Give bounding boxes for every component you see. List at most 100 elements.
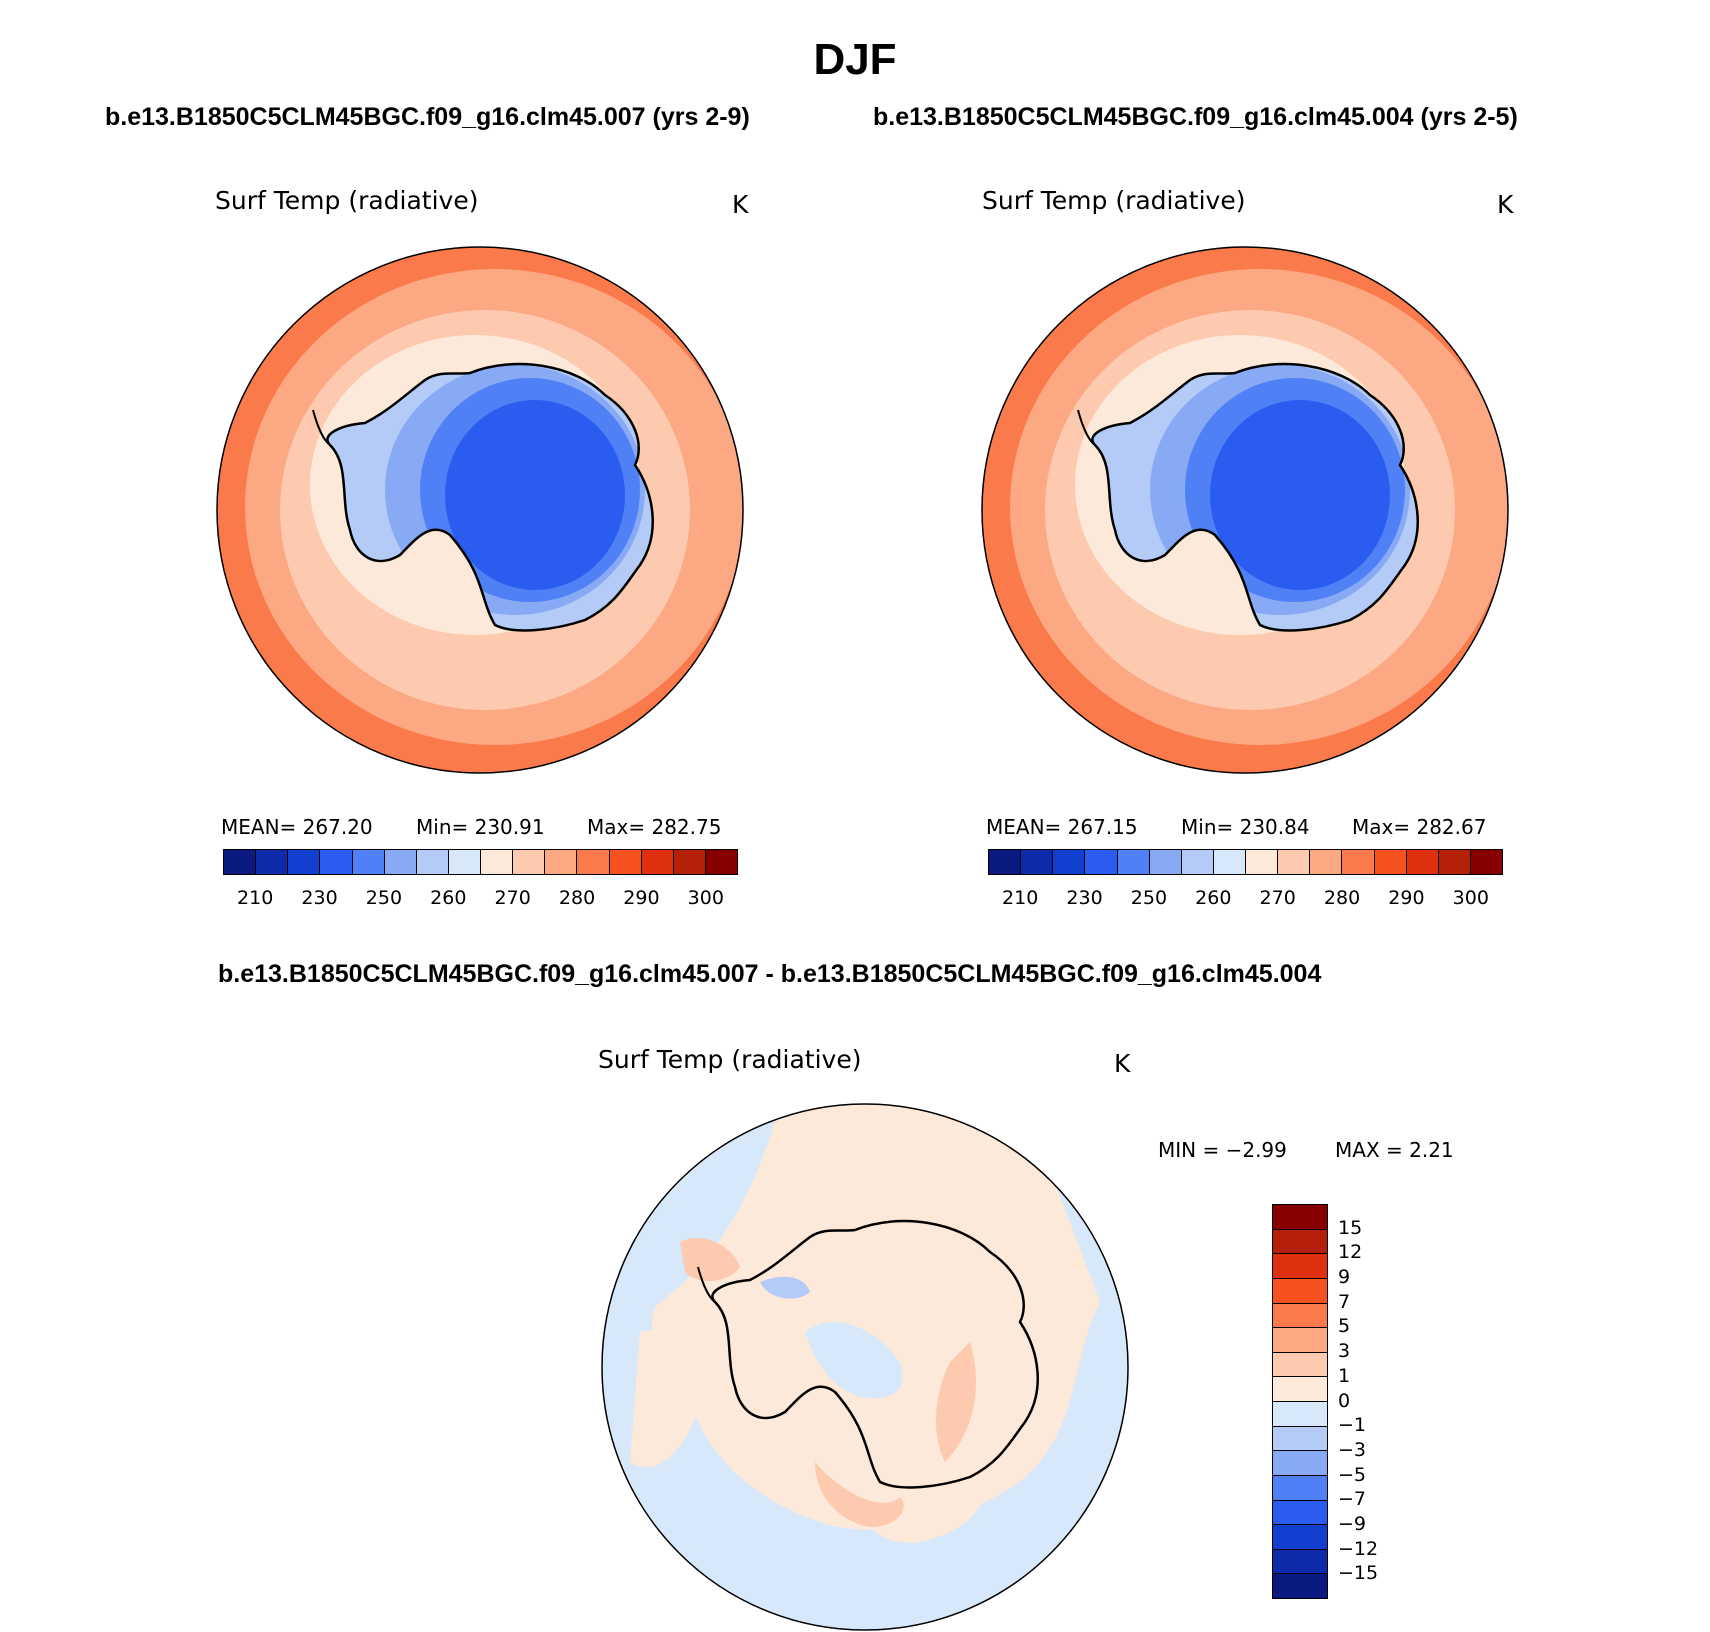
- units-label-diff: K: [1114, 1049, 1131, 1078]
- colorbar-diff: [1272, 1204, 1328, 1599]
- colorbar-swatch: [513, 850, 546, 874]
- colorbar-tick-label: 300: [687, 887, 724, 909]
- colorbar-swatch: [1273, 1475, 1327, 1501]
- colorbar-tick-label: 5: [1338, 1315, 1351, 1338]
- diff-case-title: b.e13.B1850C5CLM45BGC.f09_g16.clm45.007 …: [218, 960, 1322, 988]
- colorbar-swatch: [1085, 850, 1118, 874]
- figure-title: DJF: [813, 35, 897, 84]
- colorbar-tick-label: 1: [1338, 1364, 1351, 1387]
- colorbar-swatch: [1278, 850, 1311, 874]
- colorbar-swatch: [352, 850, 385, 874]
- colorbar-tick-label: 15: [1338, 1216, 1363, 1239]
- colorbar-tick-label: 210: [237, 887, 274, 909]
- colorbar-swatch: [1342, 850, 1375, 874]
- colorbar-swatch: [256, 850, 289, 874]
- max-stat-left: Max= 282.75: [587, 815, 722, 839]
- colorbar-tick-label: −7: [1338, 1488, 1367, 1511]
- colorbar-tick-label: 230: [301, 887, 338, 909]
- colorbar-swatch: [481, 850, 514, 874]
- colorbar-swatch: [1246, 850, 1279, 874]
- polar-map-right: [981, 246, 1509, 774]
- colorbar-tick-label: 260: [1195, 887, 1232, 909]
- colorbar-swatch: [288, 850, 321, 874]
- colorbar-swatch: [1273, 1254, 1327, 1279]
- colorbar-swatch: [1273, 1549, 1327, 1575]
- mean-stat-right: MEAN= 267.15: [986, 815, 1138, 839]
- colorbar-swatch: [320, 850, 353, 874]
- diff-max-stat: MAX = 2.21: [1335, 1138, 1454, 1162]
- colorbar-swatch: [1181, 850, 1214, 874]
- colorbar-swatch: [989, 850, 1022, 874]
- colorbar-swatch: [1273, 1525, 1327, 1550]
- colorbar-tick-label: 250: [365, 887, 403, 909]
- colorbar-tick-label: 270: [494, 887, 531, 909]
- colorbar-swatch: [1310, 850, 1343, 874]
- colorbar-left: [223, 849, 738, 875]
- colorbar-swatch: [1406, 850, 1439, 874]
- colorbar-tick-label: 12: [1338, 1241, 1363, 1264]
- diff-min-stat: MIN = −2.99: [1158, 1138, 1287, 1162]
- colorbar-swatch: [1273, 1500, 1327, 1526]
- colorbar-tick-label: −12: [1338, 1537, 1379, 1560]
- colorbar-tick-label: −1: [1338, 1414, 1367, 1437]
- colorbar-tick-label: −3: [1338, 1438, 1367, 1461]
- colorbar-swatch: [1273, 1328, 1327, 1353]
- colorbar-tick-label: 290: [623, 887, 660, 909]
- colorbar-swatch: [1273, 1402, 1327, 1427]
- colorbar-tick-label: 7: [1338, 1290, 1351, 1313]
- colorbar-swatch: [577, 850, 610, 874]
- units-label-left: K: [732, 190, 749, 219]
- colorbar-swatch: [1273, 1574, 1327, 1598]
- colorbar-swatch: [1273, 1229, 1327, 1255]
- colorbar-tick-label: 9: [1338, 1266, 1351, 1289]
- colorbar-swatch: [224, 850, 257, 874]
- colorbar-swatch: [1213, 850, 1246, 874]
- colorbar-tick-label: 210: [1002, 887, 1039, 909]
- colorbar-tick-label: 260: [430, 887, 467, 909]
- colorbar-tick-label: 230: [1066, 887, 1103, 909]
- colorbar-right: [988, 849, 1503, 875]
- colorbar-swatch: [1149, 850, 1182, 874]
- colorbar-swatch: [1273, 1303, 1327, 1329]
- colorbar-swatch: [1273, 1205, 1327, 1230]
- polar-map-diff: [601, 1103, 1129, 1631]
- colorbar-swatch: [1273, 1377, 1327, 1402]
- colorbar-swatch: [705, 850, 737, 874]
- colorbar-tick-label: 300: [1452, 887, 1489, 909]
- mean-stat-left: MEAN= 267.20: [221, 815, 373, 839]
- colorbar-tick-label: −5: [1338, 1463, 1367, 1486]
- colorbar-swatch: [1273, 1426, 1327, 1452]
- colorbar-swatch: [448, 850, 481, 874]
- variable-label-right: Surf Temp (radiative): [982, 186, 1246, 215]
- colorbar-tick-label: −15: [1338, 1562, 1379, 1585]
- variable-label-diff: Surf Temp (radiative): [598, 1045, 862, 1074]
- colorbar-tick-label: 280: [1323, 887, 1361, 909]
- colorbar-tick-label: 280: [558, 887, 596, 909]
- colorbar-tick-label: 250: [1130, 887, 1168, 909]
- variable-label-left: Surf Temp (radiative): [215, 186, 479, 215]
- colorbar-swatch: [641, 850, 674, 874]
- case-title-right: b.e13.B1850C5CLM45BGC.f09_g16.clm45.004 …: [873, 103, 1518, 131]
- colorbar-swatch: [1117, 850, 1150, 874]
- colorbar-tick-label: 0: [1338, 1389, 1351, 1412]
- colorbar-tick-label: 3: [1338, 1340, 1351, 1363]
- colorbar-swatch: [384, 850, 417, 874]
- colorbar-swatch: [1053, 850, 1086, 874]
- colorbar-swatch: [673, 850, 706, 874]
- colorbar-swatch: [416, 850, 449, 874]
- colorbar-swatch: [609, 850, 642, 874]
- colorbar-swatch: [1470, 850, 1502, 874]
- colorbar-swatch: [1438, 850, 1471, 874]
- colorbar-swatch: [1273, 1278, 1327, 1304]
- colorbar-swatch: [1273, 1352, 1327, 1378]
- case-title-left: b.e13.B1850C5CLM45BGC.f09_g16.clm45.007 …: [105, 103, 750, 131]
- min-stat-left: Min= 230.91: [416, 815, 545, 839]
- colorbar-tick-label: 290: [1388, 887, 1425, 909]
- colorbar-swatch: [1273, 1451, 1327, 1476]
- colorbar-swatch: [1374, 850, 1407, 874]
- min-stat-right: Min= 230.84: [1181, 815, 1310, 839]
- colorbar-swatch: [1021, 850, 1054, 874]
- max-stat-right: Max= 282.67: [1352, 815, 1487, 839]
- colorbar-swatch: [545, 850, 578, 874]
- colorbar-tick-label: 270: [1259, 887, 1296, 909]
